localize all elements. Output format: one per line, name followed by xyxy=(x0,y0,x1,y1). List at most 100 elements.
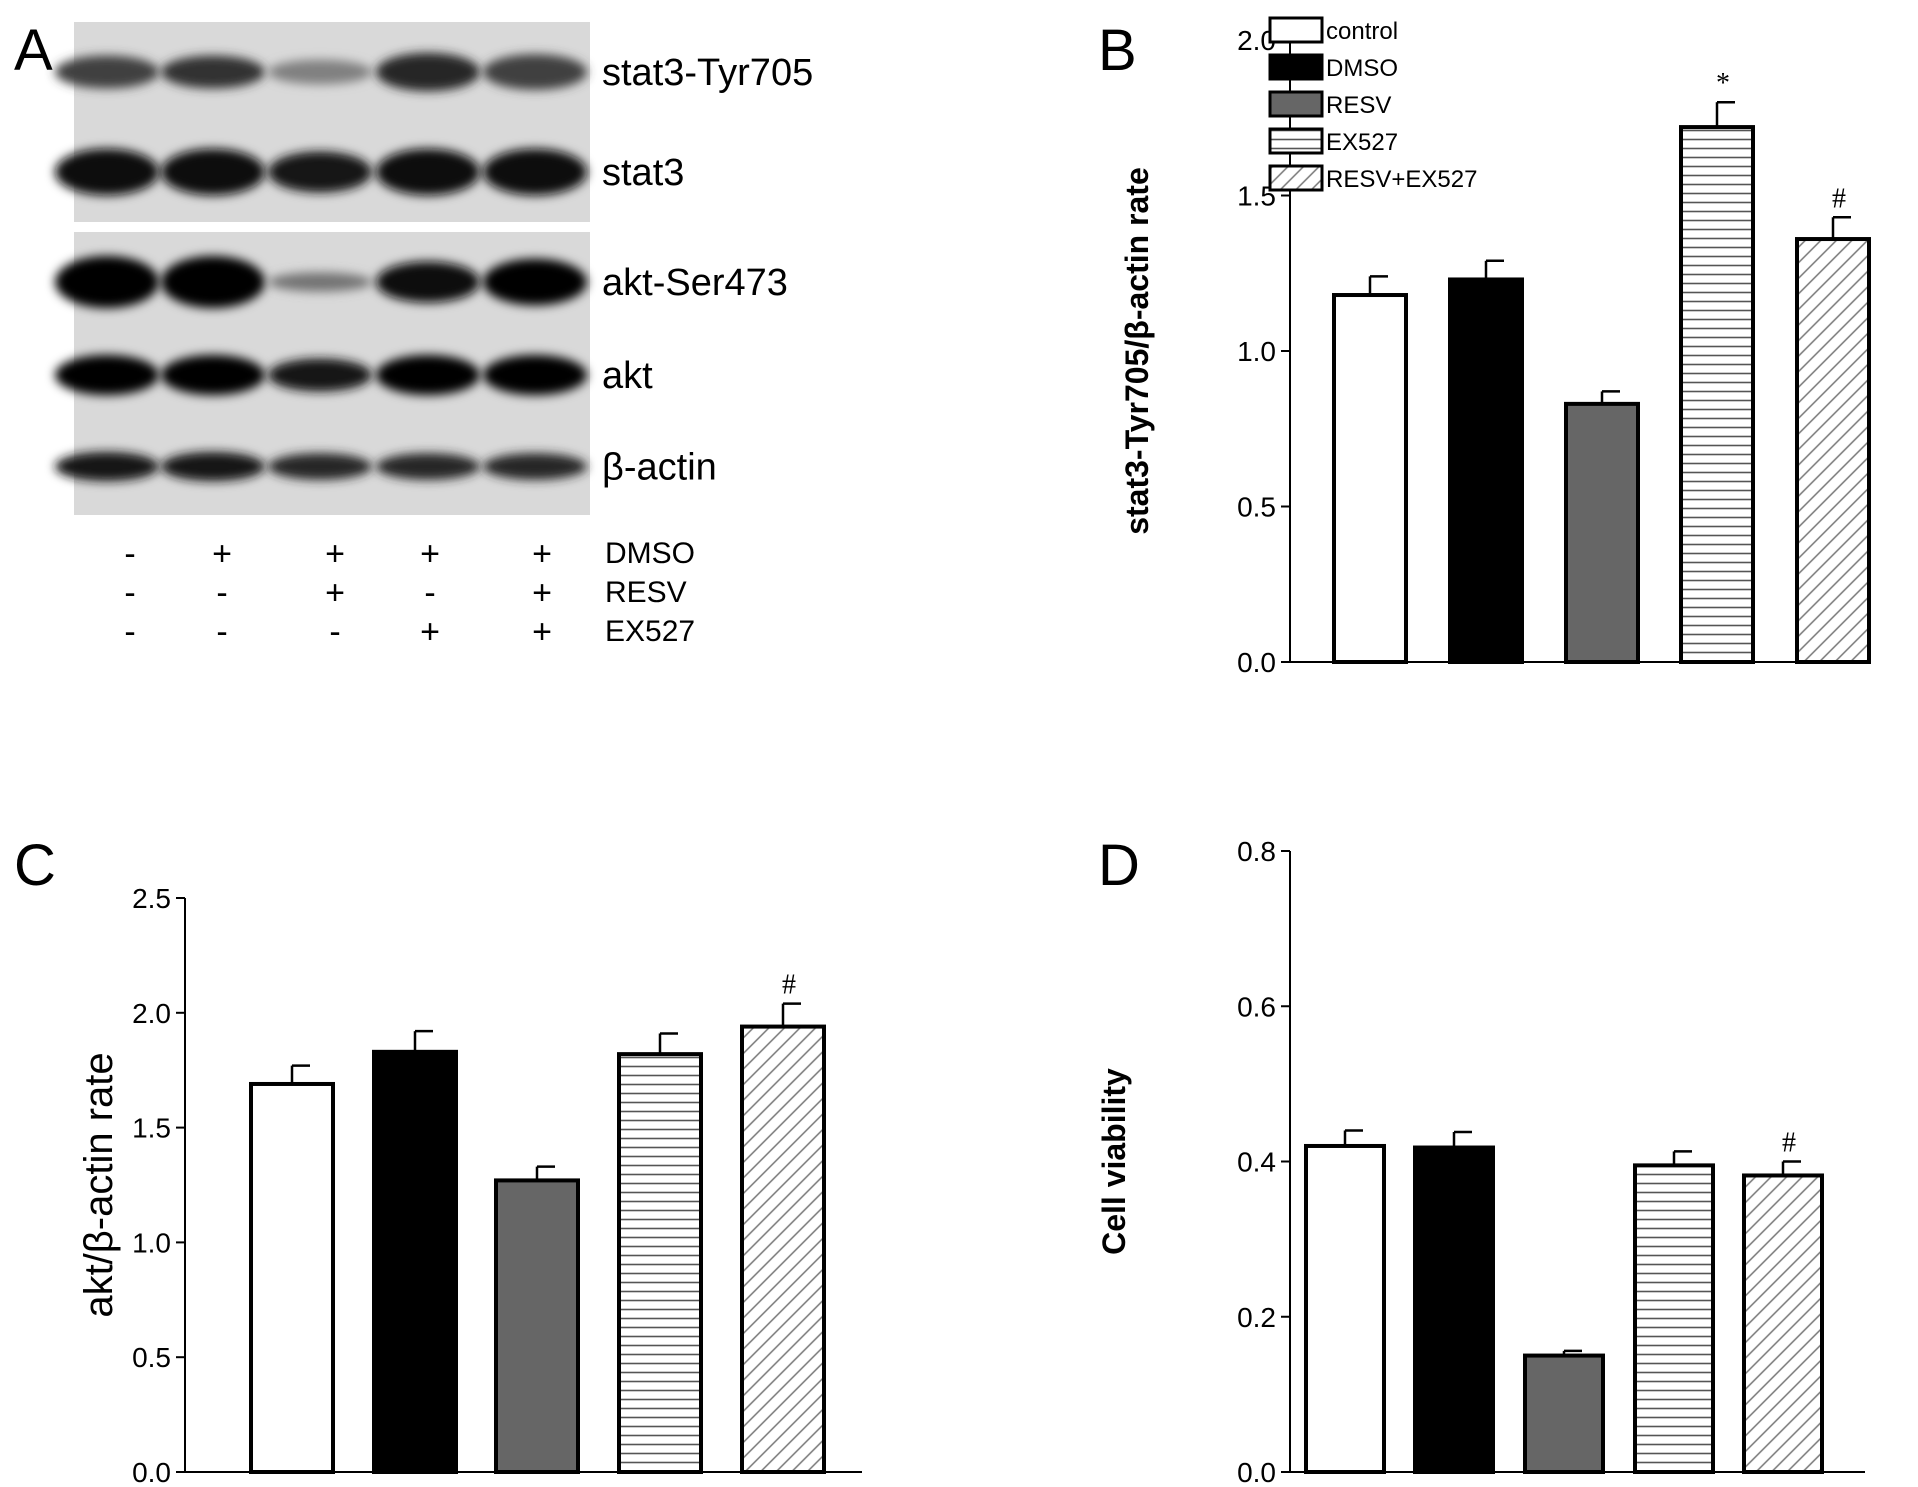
panel-letter-d: D xyxy=(1098,833,1140,898)
chart-cell-viability: 0.0 0.2 0.4 0.6 0.8 Cell viability # xyxy=(1096,836,1865,1487)
blot-band xyxy=(161,354,265,396)
blot-band xyxy=(376,52,480,92)
legend-swatch xyxy=(1268,127,1324,155)
significance-marker: # xyxy=(1832,183,1846,214)
legend-label: RESV+EX527 xyxy=(1326,166,1477,193)
blot-band xyxy=(376,453,480,480)
y-axis-label: akt/β-actin rate xyxy=(77,1052,121,1317)
legend: control DMSO RESV EX527 RESV+EX527 xyxy=(1268,16,1477,193)
blot-band xyxy=(55,55,159,89)
significance-marker: * xyxy=(1716,68,1730,99)
legend-label: control xyxy=(1326,18,1398,45)
bar-resv xyxy=(1564,401,1640,664)
blot-label: akt-Ser473 xyxy=(602,262,788,304)
blot-band xyxy=(161,55,265,89)
treatment-label: DMSO xyxy=(605,537,695,570)
blot-band xyxy=(483,148,587,196)
bar-control xyxy=(1304,1143,1386,1474)
treatment-sign: - xyxy=(124,574,135,612)
blot-band xyxy=(268,59,372,85)
bar-control xyxy=(249,1081,335,1474)
blot-band xyxy=(268,151,372,193)
blot-band xyxy=(55,451,159,482)
bar-dmso xyxy=(1448,277,1524,664)
legend-label: EX527 xyxy=(1326,129,1398,156)
treatment-matrix: - + + + + DMSO- - + - + RESV- - - + + EX527 xyxy=(124,535,695,651)
legend-label: RESV xyxy=(1326,92,1391,119)
chart-akt: 0.0 0.5 1.0 1.5 2.0 2.5 akt/β-actin rate # xyxy=(77,883,862,1487)
blot-strip-stat3: stat3 xyxy=(55,122,684,222)
blot-strip-akt: akt xyxy=(55,332,653,418)
treatment-sign: + xyxy=(532,574,552,612)
treatment-label: EX527 xyxy=(605,615,695,648)
legend-item-control: control xyxy=(1268,16,1398,45)
blot-band xyxy=(55,148,159,196)
treatment-sign: - xyxy=(329,613,340,651)
bar-ex527 xyxy=(1679,125,1755,664)
blot-band xyxy=(376,354,480,396)
treatment-label: RESV xyxy=(605,576,687,609)
y-tick-label: 1.0 xyxy=(1237,336,1276,367)
significance-marker: # xyxy=(1782,1128,1796,1159)
bar-ex527 xyxy=(617,1052,703,1475)
y-tick-label: 2.5 xyxy=(132,883,171,914)
blot-band xyxy=(376,148,480,196)
y-tick-label: 0.0 xyxy=(132,1457,171,1487)
panel-letter-c: C xyxy=(14,833,56,898)
blot-label: stat3 xyxy=(602,152,684,194)
treatment-sign: + xyxy=(325,574,345,612)
y-tick-label: 0.0 xyxy=(1237,1457,1276,1487)
treatment-sign: + xyxy=(325,535,345,573)
legend-item-dmso: DMSO xyxy=(1268,53,1398,82)
legend-item-resv: RESV xyxy=(1268,90,1391,119)
treatment-sign: - xyxy=(424,574,435,612)
treatment-sign: - xyxy=(216,574,227,612)
blot-band xyxy=(483,354,587,396)
y-tick-label: 1.0 xyxy=(132,1227,171,1258)
bar-resv-ex527 xyxy=(1795,237,1871,664)
treatment-sign: - xyxy=(124,535,135,573)
y-tick-label: 1.5 xyxy=(132,1113,171,1144)
treatment-sign: - xyxy=(216,613,227,651)
blot-band xyxy=(161,451,265,482)
y-tick-label: 0.8 xyxy=(1237,836,1276,867)
blot-strip-akt-ser473: akt-Ser473 xyxy=(55,232,788,332)
treatment-sign: + xyxy=(212,535,232,573)
blot-strip-actin: β-actin xyxy=(55,418,717,515)
treatment-sign: + xyxy=(532,613,552,651)
blot-band xyxy=(268,272,372,292)
treatment-sign: + xyxy=(420,613,440,651)
blot-band xyxy=(55,255,159,309)
legend-item-ex527: EX527 xyxy=(1268,127,1398,156)
blot-band xyxy=(483,54,587,90)
blot-band xyxy=(376,261,480,303)
y-axis-label: stat3-Tyr705/β-actin rate xyxy=(1119,167,1155,535)
bar-dmso xyxy=(1413,1145,1495,1474)
blot-band xyxy=(161,255,265,309)
blot-band xyxy=(55,354,159,396)
blot-band xyxy=(483,258,587,306)
blot-label: akt xyxy=(602,355,653,397)
y-tick-label: 0.4 xyxy=(1237,1147,1276,1178)
panel-letter-a: A xyxy=(14,18,53,83)
treatment-sign: + xyxy=(532,535,552,573)
bar-resv xyxy=(494,1178,580,1474)
bar-resv-ex527 xyxy=(740,1024,826,1475)
western-blot: stat3-Tyr705 stat3 akt-Ser473 akt β-actin xyxy=(55,22,813,515)
legend-swatch xyxy=(1268,53,1324,81)
bar-control xyxy=(1332,293,1408,664)
blot-band xyxy=(268,358,372,392)
blot-label: β-actin xyxy=(602,447,717,489)
y-tick-label: 0.0 xyxy=(1237,647,1276,678)
bar-resv xyxy=(1523,1353,1605,1474)
panel-letter-b: B xyxy=(1098,18,1137,83)
y-tick-label: 0.5 xyxy=(132,1342,171,1373)
treatment-sign: - xyxy=(124,613,135,651)
blot-band xyxy=(268,453,372,480)
y-tick-label: 0.6 xyxy=(1237,991,1276,1022)
y-tick-label: 0.2 xyxy=(1237,1302,1276,1333)
legend-swatch xyxy=(1268,164,1324,192)
legend-swatch xyxy=(1268,16,1324,44)
